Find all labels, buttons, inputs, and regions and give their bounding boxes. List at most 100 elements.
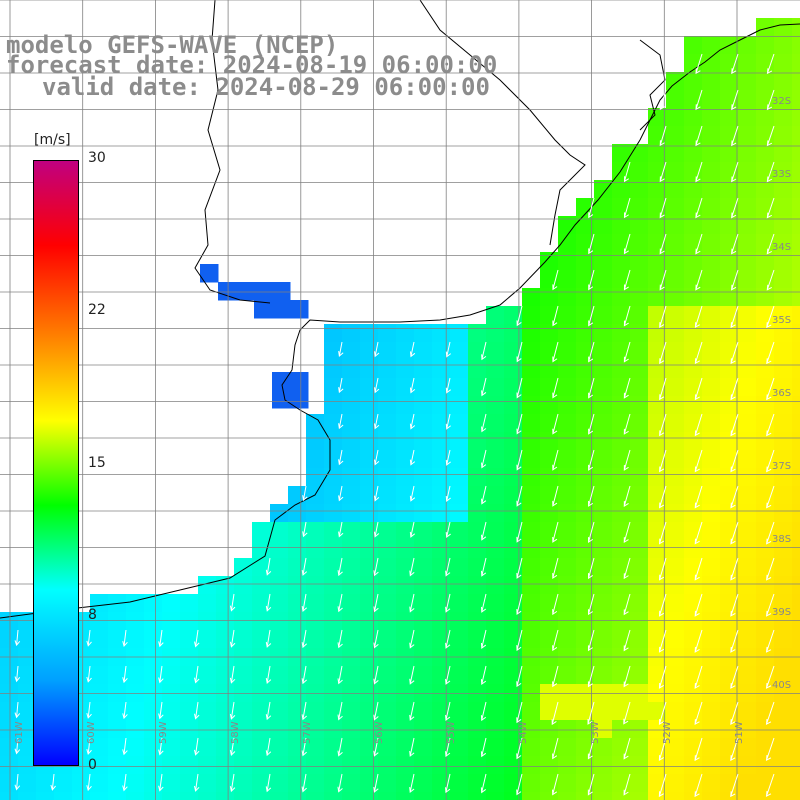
wind-cell [432,324,451,343]
model-title: modelo GEFS-WAVE (NCEP) [6,31,339,59]
wind-cell [684,342,703,361]
wind-cell [630,216,649,235]
wind-cell [738,360,757,379]
wind-cell [774,504,793,523]
wind-cell [648,432,667,451]
wind-cell [0,792,19,800]
wind-arrow [480,593,487,613]
wind-cell [756,90,775,109]
wind-arrow [14,701,21,719]
wind-cell [270,702,289,721]
wind-arrow [552,485,559,507]
wind-cell [630,504,649,523]
wind-cell [630,630,649,649]
wind-arrow [766,449,775,473]
wind-cell [504,504,523,523]
wind-cell [236,282,255,301]
wind-cell [558,522,577,541]
wind-arrow [623,629,631,652]
wind-arrow [552,269,559,291]
wind-cell [540,522,559,541]
wind-cell [288,540,307,559]
wind-cell [666,342,685,361]
wind-cell [396,720,415,739]
wind-arrow [766,161,775,183]
wind-cell [540,774,559,793]
wind-cell [432,576,451,595]
wind-cell [792,270,800,289]
wind-cell [774,108,793,127]
wind-cell [738,378,757,397]
wind-cell [288,576,307,595]
wind-arrow [194,701,200,720]
wind-cell [540,612,559,631]
wind-cell [792,774,800,793]
wind-arrow [730,485,739,509]
lon-label: 61W [14,721,25,744]
wind-cell [252,666,271,685]
wind-cell [720,486,739,505]
wind-cell [702,324,721,343]
wind-cell [666,666,685,685]
wind-cell [218,282,237,301]
wind-cell [774,486,793,505]
wind-cell [684,504,703,523]
wind-cell [540,324,559,343]
wind-cell [486,540,505,559]
wind-cell [594,270,613,289]
wind-cell [342,432,361,451]
wind-arrow [659,377,667,401]
wind-cell [342,666,361,685]
wind-cell [306,504,325,523]
wind-arrow [623,341,631,363]
wind-cell [774,90,793,109]
wind-cell [272,300,291,319]
wind-cell [486,738,505,757]
wind-cell [306,594,325,613]
wind-arrow [552,521,559,543]
wind-arrow [122,773,128,792]
wind-cell [126,738,145,757]
wind-arrow [409,737,415,757]
wind-arrow [409,557,415,577]
wind-arrow [658,629,667,653]
wind-cell [594,720,613,739]
wind-arrow [373,557,379,577]
wind-cell [522,666,541,685]
wind-cell [684,252,703,271]
wind-arrow [694,629,703,653]
wind-cell [90,738,109,757]
wind-cell [234,666,253,685]
wind-cell [342,792,361,800]
wind-arrow [587,773,595,796]
wind-cell [486,774,505,793]
wind-cell [702,54,721,73]
wind-arrow [588,269,595,291]
wind-arrow [229,737,236,756]
wind-arrow [409,377,416,394]
wind-cell [774,288,793,307]
wind-cell [414,486,433,505]
wind-arrow [623,233,631,255]
wind-cell [702,414,721,433]
wind-arrow [766,197,775,219]
wind-arrow [409,593,415,613]
wind-cell [792,504,800,523]
wind-arrow [409,413,416,430]
wind-cell [630,612,649,631]
wind-arrow [337,665,343,685]
wind-cell [630,162,649,181]
wind-cell [540,306,559,325]
wind-cell [630,756,649,775]
wind-cell [648,396,667,415]
wind-cell [504,738,523,757]
wind-cell [540,702,559,721]
wind-cell [216,612,235,631]
wind-cell [270,666,289,685]
wind-cell [648,252,667,271]
wind-cell [522,702,541,721]
wind-cell [540,396,559,415]
wind-arrow [765,629,775,653]
wind-cell [450,774,469,793]
wind-cell [450,738,469,757]
